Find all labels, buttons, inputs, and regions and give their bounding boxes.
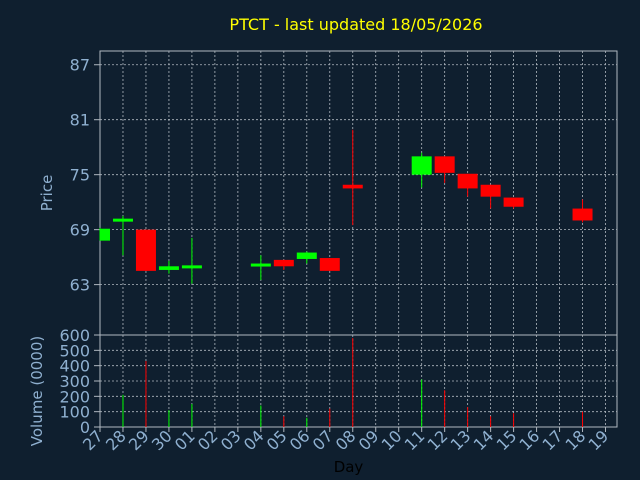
price-tick-label: 63	[70, 276, 90, 295]
volume-tick-label: 200	[59, 387, 90, 406]
candle-body	[342, 184, 363, 189]
volume-tick-label: 600	[59, 326, 90, 345]
volume-tick-label: 0	[80, 418, 90, 437]
volume-tick-label: 300	[59, 372, 90, 391]
candle-body	[181, 265, 202, 269]
candle-body	[273, 259, 294, 267]
candle-body	[572, 208, 593, 221]
candle-body	[503, 197, 524, 207]
volume-tick-label: 100	[59, 403, 90, 422]
candle-body	[480, 184, 501, 197]
x-axis-label: Day	[334, 458, 364, 476]
candle-body	[296, 252, 317, 259]
price-tick-label: 75	[70, 166, 90, 185]
price-tick-label: 87	[70, 56, 90, 75]
volume-tick-label: 500	[59, 341, 90, 360]
candle-body	[100, 228, 110, 241]
candle-body	[319, 258, 340, 271]
candle-body	[135, 229, 156, 271]
candle-body	[250, 263, 271, 267]
volume-axis-label: Volume (0000)	[28, 336, 46, 446]
price-tick-label: 69	[70, 221, 90, 240]
candle-body	[411, 156, 432, 175]
chart-title: PTCT - last updated 18/05/2026	[229, 15, 482, 34]
price-panel-frame	[99, 50, 618, 336]
candle-body	[112, 218, 133, 222]
x-tick-label: 19	[585, 426, 613, 454]
volume-tick-label: 400	[59, 357, 90, 376]
candle-body	[158, 266, 179, 270]
candle-body	[457, 173, 478, 189]
price-tick-label: 81	[70, 111, 90, 130]
candle-body	[434, 156, 455, 173]
price-axis-label: Price	[38, 175, 56, 212]
